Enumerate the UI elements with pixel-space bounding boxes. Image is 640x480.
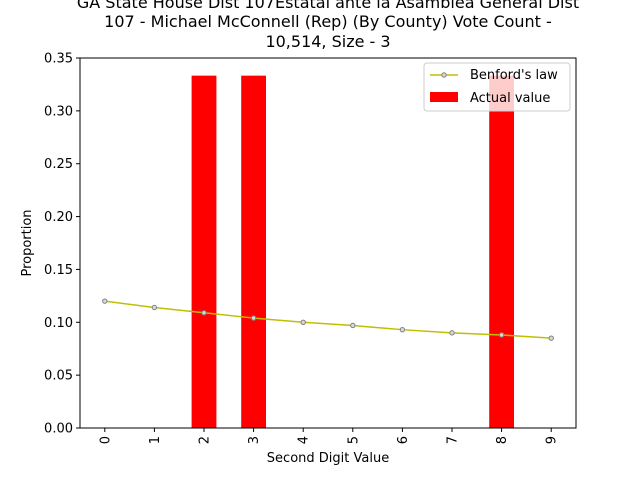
legend-marker-swatch: [441, 72, 447, 78]
y-tick-label: 0.30: [44, 104, 73, 119]
benford-point-1: [151, 304, 158, 311]
legend-label-actual: Actual value: [470, 91, 550, 106]
legend-bar-swatch: [430, 92, 458, 102]
legend-label-benford: Benford's law: [470, 68, 558, 83]
x-tick-label: 5: [346, 436, 361, 444]
chart-title: GA State House Dist 107Estatal ante la A…: [77, 0, 579, 51]
x-tick-label: 1: [148, 436, 163, 444]
y-axis-label: Proportion: [20, 209, 35, 276]
chart-title-line-3: 10,514, Size - 3: [265, 32, 390, 51]
x-tick-label: 8: [495, 436, 510, 444]
benford-point-5: [350, 322, 356, 329]
line-series: [102, 298, 554, 341]
x-axis-label: Second Digit Value: [267, 451, 389, 466]
y-tick-label: 0.35: [44, 52, 73, 67]
y-tick-label: 0.15: [44, 263, 73, 278]
benford-point-2: [201, 310, 207, 316]
y-tick-label: 0.10: [44, 316, 73, 331]
x-tick-label: 7: [446, 436, 461, 444]
x-axis: 0 1 2 3 4 5 6 7 8 9: [98, 428, 560, 444]
benford-point-6: [399, 326, 406, 333]
legend: Benford's law Actual value: [423, 62, 571, 112]
x-tick-label: 2: [198, 436, 213, 444]
chart-title-line-2: 107 - Michael McConnell (Rep) (By County…: [104, 12, 552, 31]
x-tick-label: 0: [98, 436, 113, 444]
x-tick-label: 9: [545, 436, 560, 444]
x-tick-label: 4: [297, 436, 312, 444]
y-tick-label: 0.25: [44, 157, 73, 172]
x-tick-label: 6: [396, 436, 411, 444]
benford-line: [104, 300, 552, 339]
benford-point-3: [250, 315, 257, 321]
y-axis: 0.00 0.05 0.10 0.15 0.20 0.25 0.30 0.35: [44, 52, 80, 437]
legend-frame: [423, 62, 571, 112]
y-tick-label: 0.20: [44, 210, 73, 225]
benford-point-7: [449, 330, 455, 336]
benford-point-9: [548, 335, 554, 341]
plot-frame: [79, 57, 577, 429]
y-tick-label: 0.00: [44, 422, 73, 437]
bar-3: [241, 75, 266, 428]
benford-point-8: [498, 332, 505, 338]
chart-title-line-1: GA State House Dist 107Estatal ante la A…: [77, 0, 579, 12]
bar-series: [191, 75, 514, 428]
x-tick-label: 3: [247, 436, 262, 444]
bar-8: [489, 75, 514, 428]
benford-point-4: [300, 319, 306, 325]
y-tick-label: 0.05: [44, 369, 73, 384]
benford-point-0: [102, 298, 108, 304]
bar-2: [191, 75, 217, 428]
